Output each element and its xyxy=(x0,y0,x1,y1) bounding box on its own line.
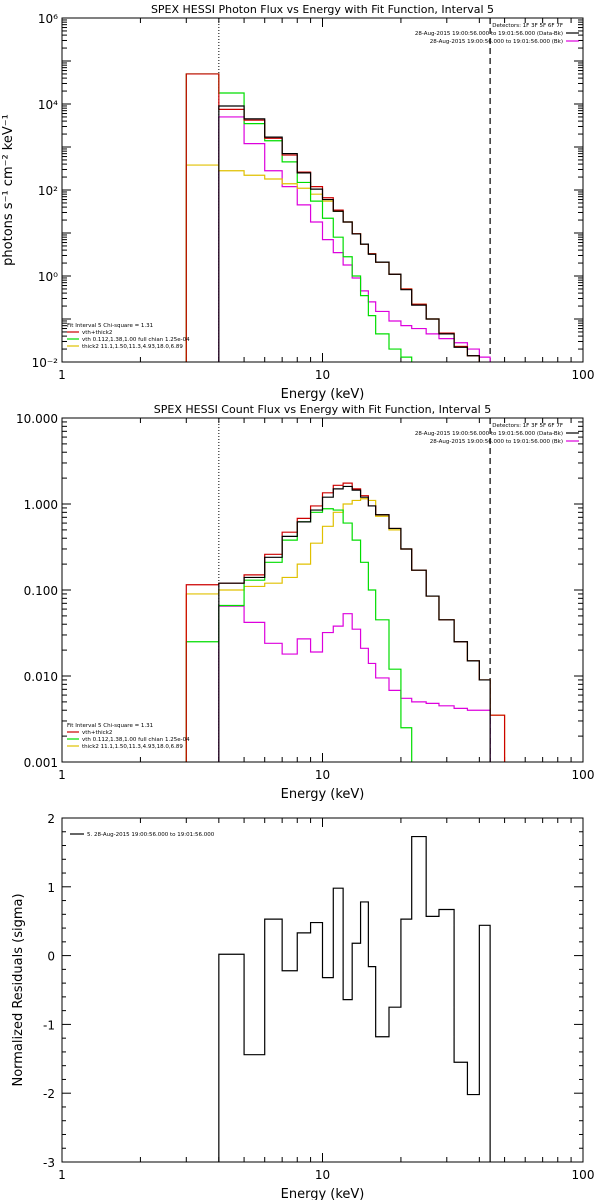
series-total-line xyxy=(185,482,506,762)
series-background-line xyxy=(218,116,491,362)
y-tick-label: 0.010 xyxy=(24,670,58,684)
series-background-line xyxy=(218,605,491,762)
legend-entry: thick2 11.1,1.50,11.3,4.93,18.0,6.89 xyxy=(82,344,183,350)
y-tick-label: 10⁴ xyxy=(38,98,58,112)
legend-entry: vth+thick2 xyxy=(82,730,112,736)
series-data-line xyxy=(218,485,491,762)
legend-entry: Detectors: 1F 3F 5F 6F 7F xyxy=(492,23,563,29)
x-axis-label: Energy (keV) xyxy=(281,1187,365,1200)
legend-entry: thick2 11.1,1.50,11.3,4.93,18.0,6.89 xyxy=(82,744,183,750)
series-thick2-line xyxy=(185,164,480,362)
x-axis-label: Energy (keV) xyxy=(281,387,365,402)
plot-frame xyxy=(61,417,584,763)
legend-entry: Detectors: 1F 3F 5F 6F 7F xyxy=(492,423,563,429)
y-axis-label: Normalized Residuals (sigma) xyxy=(11,893,26,1086)
y-tick-label: 10⁻² xyxy=(32,356,59,370)
y-tick-label: 1 xyxy=(47,881,55,895)
legend-entry: 28-Aug-2015 19:00:56.000 to 19:01:56.000… xyxy=(430,439,563,445)
legend-entry: Fit Interval 5 Chi-square = 1.31 xyxy=(67,723,153,729)
legend-entry: vth 0.112,1.38,1.00 full chian 1.25e-04 xyxy=(82,737,190,743)
x-tick-label: 1 xyxy=(58,368,66,382)
y-tick-label: -1 xyxy=(43,1018,55,1032)
y-tick-label: 0.001 xyxy=(24,756,58,770)
plot-area xyxy=(185,73,491,362)
plot-area xyxy=(218,835,491,1162)
x-tick-label: 100 xyxy=(572,768,595,782)
y-tick-label: -2 xyxy=(43,1087,55,1101)
legend-entry: vth+thick2 xyxy=(82,330,112,336)
photon-flux-panel: SPEX HESSI Photon Flux vs Energy with Fi… xyxy=(1,3,594,402)
x-tick-label: 10 xyxy=(315,1168,330,1182)
y-tick-label: 0 xyxy=(47,950,55,964)
y-axis-label: photons s⁻¹ cm⁻² keV⁻¹ xyxy=(1,114,16,266)
legend-entry: 28-Aug-2015 19:00:56.000 to 19:01:56.000… xyxy=(430,39,563,45)
x-tick-label: 1 xyxy=(58,1168,66,1182)
x-tick-label: 100 xyxy=(572,1168,595,1182)
series-data-line xyxy=(218,105,480,362)
y-tick-label: 1.000 xyxy=(24,498,58,512)
x-axis-label: Energy (keV) xyxy=(281,787,365,802)
series-thick2-line xyxy=(185,498,506,762)
chart-title: SPEX HESSI Photon Flux vs Energy with Fi… xyxy=(151,3,494,16)
y-tick-label: 0.100 xyxy=(24,584,58,598)
series-thermal-line xyxy=(185,73,413,362)
series-data-line xyxy=(218,835,491,1162)
series-thermal-line xyxy=(185,508,413,762)
legend-entry: 28-Aug-2015 19:00:56.000 to 19:01:56.000… xyxy=(415,431,563,437)
y-tick-label: 10⁶ xyxy=(38,12,58,26)
plot-area xyxy=(185,482,506,762)
legend-entry: 5. 28-Aug-2015 19:00:56.000 to 19:01:56.… xyxy=(87,832,215,838)
y-tick-label: 2 xyxy=(47,812,55,826)
chart-title: SPEX HESSI Count Flux vs Energy with Fit… xyxy=(154,403,491,416)
x-tick-label: 10 xyxy=(315,768,330,782)
legend-entry: Fit Interval 5 Chi-square = 1.31 xyxy=(67,323,153,329)
count-flux-panel: SPEX HESSI Count Flux vs Energy with Fit… xyxy=(16,403,594,802)
legend-entry: vth 0.112,1.38,1.00 full chian 1.25e-04 xyxy=(82,337,190,343)
y-tick-label: 10² xyxy=(38,184,58,198)
y-tick-label: 10⁰ xyxy=(38,270,58,284)
y-tick-label: -3 xyxy=(43,1156,55,1170)
legend-entry: 28-Aug-2015 19:00:56.000 to 19:01:56.000… xyxy=(415,31,563,37)
x-tick-label: 10 xyxy=(315,368,330,382)
plot-frame xyxy=(61,17,584,363)
series-total-line xyxy=(185,73,480,362)
x-tick-label: 1 xyxy=(58,768,66,782)
x-tick-label: 100 xyxy=(572,368,595,382)
y-tick-label: 10.000 xyxy=(16,412,58,426)
residuals-panel: 1 10 100 Energy (keV) -3 -2 -1 0 1 2 Normalized Re… xyxy=(11,812,595,1202)
plot-frame xyxy=(61,817,584,1163)
